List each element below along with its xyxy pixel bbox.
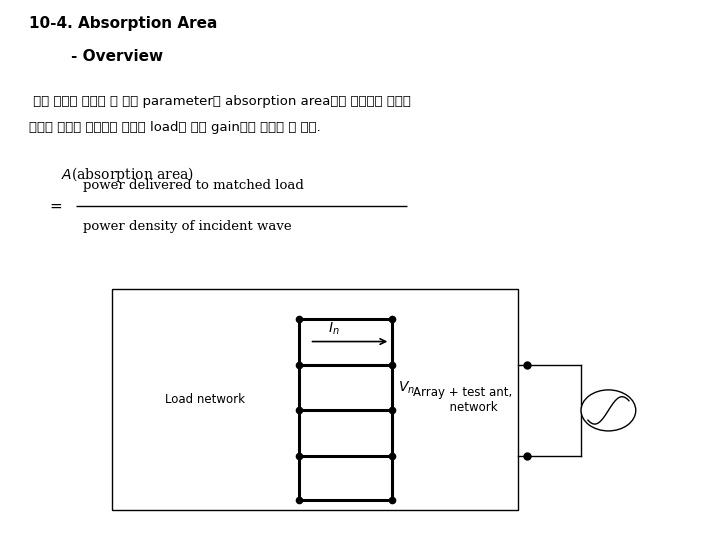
Text: $=$: $=$ <box>47 199 63 213</box>
Text: Load network: Load network <box>165 393 246 406</box>
Text: Array + test ant,
      network: Array + test ant, network <box>413 386 512 414</box>
Text: $\mathit{A}$(absorption area): $\mathit{A}$(absorption area) <box>61 165 194 184</box>
Bar <box>112 289 518 510</box>
Text: 10-4. Absorption Area: 10-4. Absorption Area <box>29 16 217 31</box>
Text: $V_n$: $V_n$ <box>398 379 415 396</box>
Text: power delivered to matched load: power delivered to matched load <box>83 179 304 192</box>
Text: power density of incident wave: power density of incident wave <box>83 220 292 233</box>
Text: $I_n$: $I_n$ <box>328 321 339 337</box>
Text: 이번 절에서 생각해 볼 성능 parameter는 absorption area로서 간단하게 송수신: 이번 절에서 생각해 볼 성능 parameter는 absorption ar… <box>29 94 410 107</box>
Circle shape <box>581 390 636 431</box>
Text: 안테나 사이의 산란체에 대해서 load에 대한 gain으로 생각할 수 있다.: 안테나 사이의 산란체에 대해서 load에 대한 gain으로 생각할 수 있… <box>29 122 320 134</box>
Text: - Overview: - Overview <box>29 49 163 64</box>
